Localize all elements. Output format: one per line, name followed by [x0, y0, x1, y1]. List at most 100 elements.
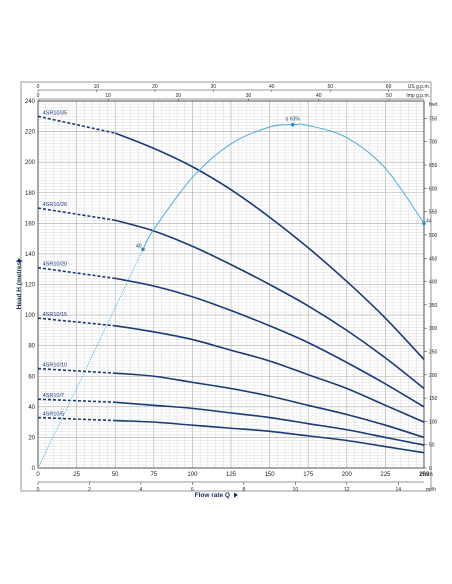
top-axis-unit-us: US g.p.m. — [408, 84, 430, 90]
feet-tick-label: 600 — [429, 186, 438, 192]
feet-tick-label: 750 — [429, 116, 438, 122]
curve-dashed-4sr10-15 — [37, 317, 116, 327]
y-tick-label: 60 — [28, 374, 35, 380]
feet-tick-label: 300 — [429, 326, 438, 332]
feet-tick-label: 400 — [429, 280, 438, 286]
feet-tick-label: 650 — [429, 163, 438, 169]
x-axis-arrow-icon — [234, 492, 238, 498]
curve-label-4sr10-20: 4SR10/20 — [43, 262, 67, 268]
efficiency-curve — [142, 123, 425, 250]
y-tick-label: 0 — [32, 466, 36, 472]
feet-tick-label: 450 — [429, 256, 438, 262]
efficiency-point-left — [141, 247, 145, 252]
x-axis-title: Flow rate Q — [195, 492, 230, 499]
x-tick-label: 175 — [303, 472, 314, 478]
y-tick-label: 240 — [25, 99, 36, 105]
feet-tick-label: 200 — [429, 373, 438, 379]
y-tick-label: 200 — [25, 160, 36, 166]
curve-4sr10-5 — [115, 419, 425, 454]
grid-lines — [37, 100, 425, 469]
curve-4sr10-35 — [114, 132, 425, 360]
imp-gpm-tick-label: 10 — [105, 93, 111, 99]
y-axis-arrow-icon — [16, 258, 22, 262]
feet-tick-label: 250 — [429, 349, 438, 355]
feet-tick-label: 0 — [429, 466, 432, 472]
efficiency-point-right-label: 44 — [426, 218, 432, 224]
feet-tick-label: 150 — [429, 396, 438, 402]
curve-4sr10-7 — [115, 401, 425, 446]
curve-dashed-4sr10-26 — [37, 207, 116, 222]
x-axis-unit-lmin: l/min — [420, 472, 433, 478]
feet-tick-label: 350 — [429, 303, 438, 309]
y-tick-label: 140 — [25, 252, 36, 258]
x-tick-label: 125 — [226, 472, 237, 478]
x-tick-label: 0 — [36, 472, 40, 478]
pump-curves: 4SR10/35 4SR10/26 4SR10/20 4SR10/15 4SR10/10… — [37, 110, 425, 454]
imp-gpm-tick-label: 20 — [176, 93, 182, 99]
us-gpm-tick-label: 50 — [327, 84, 333, 90]
chart-frame — [20, 81, 432, 492]
x-tick-label: 150 — [265, 472, 276, 478]
curve-label-4sr10-5: 4SR10/5 — [43, 412, 64, 418]
curve-label-4sr10-15: 4SR10/15 — [43, 312, 67, 318]
x-tick-label: 250 — [419, 472, 430, 478]
us-gpm-tick-label: 0 — [37, 84, 40, 90]
curve-label-4sr10-7: 4SR10/7 — [43, 393, 64, 399]
curve-dashed-4sr10-35 — [37, 115, 116, 134]
x-tick-label: 100 — [187, 472, 198, 478]
m3h-tick-label: 4 — [140, 487, 143, 493]
m3h-tick-label: 14 — [395, 487, 401, 493]
curve-4sr10-20 — [115, 277, 425, 408]
y-tick-label: 80 — [28, 344, 35, 350]
feet-tick-label: 50 — [429, 443, 435, 449]
x-tick-label: 200 — [342, 472, 353, 478]
curve-label-4sr10-35: 4SR10/35 — [43, 110, 67, 116]
y-tick-label: 120 — [25, 283, 36, 289]
curve-dashed-4sr10-5 — [37, 416, 116, 422]
x-tick-label: 25 — [73, 472, 80, 478]
m3h-tick-label: 2 — [88, 487, 91, 493]
feet-tick-label: 550 — [429, 210, 438, 216]
m3h-tick-label: 12 — [344, 487, 350, 493]
imp-gpm-tick-label: 40 — [316, 93, 322, 99]
imp-gpm-tick-label: 50 — [386, 93, 392, 99]
us-gpm-tick-label: 40 — [269, 84, 275, 90]
y-tick-label: 220 — [25, 130, 36, 136]
m3h-tick-label: 10 — [293, 487, 299, 493]
efficiency-curve-group: 40 η 63% 44 — [37, 117, 432, 469]
efficiency-point-left-label: 40 — [136, 243, 142, 249]
curve-dashed-4sr10-20 — [37, 266, 116, 280]
axis-titles: Head H (metres) Flow rate Q l/min m³/h U… — [16, 84, 438, 499]
x-axis-unit-m3h: m³/h — [426, 487, 436, 493]
feet-tick-label: 500 — [429, 233, 438, 239]
y-tick-label: 20 — [28, 435, 35, 441]
x-tick-label: 50 — [112, 472, 119, 478]
right-axis-unit-feet: feet — [429, 102, 438, 108]
efficiency-point-right — [422, 221, 426, 226]
top-axis-unit-imp: Imp g.p.m. — [406, 93, 430, 99]
efficiency-point-max — [290, 122, 295, 127]
imp-gpm-tick-label: 0 — [37, 93, 40, 99]
efficiency-curve-dotted — [37, 249, 144, 469]
us-gpm-tick-label: 10 — [94, 84, 100, 90]
m3h-tick-label: 6 — [191, 487, 194, 493]
y-tick-label: 160 — [25, 221, 36, 227]
us-gpm-tick-label: 20 — [152, 84, 158, 90]
x-tick-label: 75 — [150, 472, 157, 478]
m3h-tick-label: 8 — [242, 487, 245, 493]
us-gpm-tick-label: 60 — [386, 84, 392, 90]
us-gpm-tick-label: 30 — [211, 84, 217, 90]
curve-label-4sr10-26: 4SR10/26 — [43, 202, 67, 208]
curve-dashed-4sr10-10 — [37, 367, 116, 374]
curve-4sr10-10 — [115, 372, 425, 439]
x-tick-label: 225 — [380, 472, 391, 478]
curve-4sr10-26 — [114, 219, 425, 390]
y-tick-label: 100 — [25, 313, 36, 319]
y-axis-title: Head H (metres) — [16, 260, 23, 310]
curve-4sr10-15 — [115, 324, 425, 423]
m3h-tick-label: 0 — [37, 487, 40, 493]
y-tick-label: 40 — [28, 405, 35, 411]
outer-border — [20, 81, 432, 492]
